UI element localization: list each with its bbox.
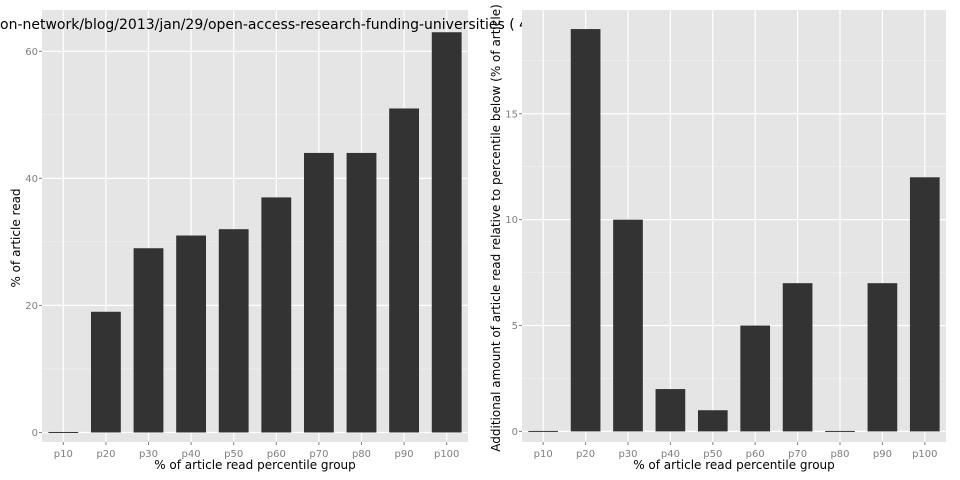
x-tick-labels: p10 p20 p30 p40 p50 p60 p70 p80 p90 p100 (54, 442, 459, 460)
bar-p40 (655, 389, 686, 432)
bar-p10 (528, 430, 559, 432)
x-tick-label: p50 (703, 449, 722, 460)
bar-p50 (697, 410, 728, 432)
y-tick-label: 20 (25, 301, 38, 312)
x-tick-label: p20 (576, 449, 595, 460)
chart-title: on-network/blog/2013/jan/29/open-access-… (0, 17, 528, 33)
bar-p30 (133, 248, 164, 433)
x-tick-label: p20 (96, 449, 115, 460)
x-tick-label: p10 (54, 449, 73, 460)
x-tick-label: p80 (830, 449, 849, 460)
bar-p80 (825, 430, 855, 432)
x-tick-label: p80 (352, 449, 371, 460)
x-tick-label: p90 (395, 449, 414, 460)
y-axis-title: % of article read (9, 188, 23, 287)
bar-p10 (48, 431, 79, 433)
x-tick-label: p50 (224, 449, 243, 460)
bar-p60 (740, 325, 771, 432)
bar-p20 (570, 29, 601, 432)
x-tick-label: p10 (534, 449, 553, 460)
bar-p60 (261, 197, 292, 433)
y-tick-label: 0 (512, 427, 518, 438)
x-tick-label: p100 (912, 449, 937, 460)
y-tick-label: 5 (512, 321, 518, 332)
x-tick-label: p30 (139, 449, 158, 460)
bar-p100 (909, 177, 940, 432)
y-tick-label: 15 (505, 109, 518, 120)
x-axis-title: % of article read percentile group (154, 458, 356, 472)
bar-p70 (303, 152, 334, 433)
y-tick-label: 0 (32, 428, 38, 439)
y-axis-title: Additional amount of article read relati… (489, 4, 503, 452)
y-tick-label: 10 (505, 215, 518, 226)
bar-p90 (389, 108, 420, 433)
x-axis-title: % of article read percentile group (633, 458, 835, 472)
x-tick-labels: p10 p20 p30 p40 p50 p60 p70 p80 p90 p100 (534, 442, 938, 460)
bar-p70 (782, 283, 813, 432)
bars (48, 32, 462, 433)
chart-additional-read: 0 5 10 15 p10 p20 p30 p40 p50 p60 p70 p80 p90 p100 %… (489, 4, 946, 472)
x-tick-label: p40 (661, 449, 680, 460)
y-tick-labels: 0 5 10 15 (505, 109, 522, 438)
y-tick-label: 60 (25, 47, 38, 58)
bar-p100 (431, 32, 462, 433)
x-tick-label: p60 (267, 449, 286, 460)
bar-p90 (867, 283, 898, 432)
x-tick-label: p40 (182, 449, 201, 460)
y-tick-labels: 0 20 40 60 (25, 47, 42, 439)
x-tick-label: p70 (788, 449, 807, 460)
x-tick-label: p30 (618, 449, 637, 460)
bar-p50 (218, 229, 249, 433)
x-tick-label: p60 (746, 449, 765, 460)
y-tick-label: 40 (25, 174, 38, 185)
bar-p20 (90, 311, 121, 433)
bars (528, 29, 940, 432)
bar-p30 (613, 219, 643, 432)
x-tick-label: p90 (873, 449, 892, 460)
x-tick-label: p70 (309, 449, 328, 460)
bar-p80 (346, 152, 377, 433)
x-tick-label: p100 (434, 449, 459, 460)
bar-p40 (176, 235, 207, 433)
